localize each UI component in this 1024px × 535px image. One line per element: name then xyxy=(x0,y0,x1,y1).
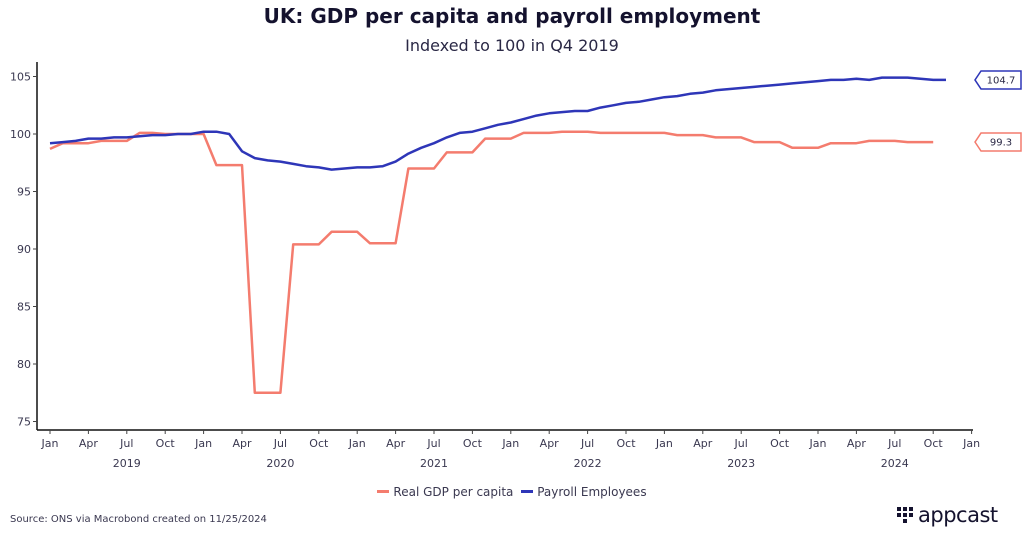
y-tick-label: 90 xyxy=(17,243,31,256)
x-tick-label: Oct xyxy=(309,437,329,450)
line-chart: 75 80 85 90 95 100 105 Jan Apr Jul Oct Jan Apr Jul Oct… xyxy=(10,62,1022,471)
x-tick-label: Oct xyxy=(924,437,944,450)
year-label: 2024 xyxy=(881,457,909,470)
x-tick-label: Jul xyxy=(119,437,133,450)
year-label: 2023 xyxy=(727,457,755,470)
x-tick-label: Apr xyxy=(847,437,867,450)
x-tick-label: Apr xyxy=(386,437,406,450)
series-line-payroll xyxy=(49,76,946,171)
source-note: Source: ONS via Macrobond created on 11/… xyxy=(10,514,267,525)
legend-item-gdp: Real GDP per capita xyxy=(377,485,513,499)
axes xyxy=(33,62,973,434)
x-tick-label: Jul xyxy=(887,437,901,450)
end-tag-box xyxy=(974,70,1022,90)
x-tick-label: Jan xyxy=(501,437,519,450)
x-tick-label: Jul xyxy=(734,437,748,450)
x-tick-label: Jan xyxy=(655,437,673,450)
x-tick-label: Oct xyxy=(156,437,176,450)
x-tick-label: Apr xyxy=(232,437,252,450)
end-tag-label: 104.7 xyxy=(987,75,1016,86)
x-tick-label: Jul xyxy=(426,437,440,450)
legend-item-payroll: Payroll Employees xyxy=(521,484,647,499)
appcast-logo: appcast xyxy=(897,503,998,527)
year-label: 2022 xyxy=(574,457,602,470)
chart-subtitle: Indexed to 100 in Q4 2019 xyxy=(405,36,619,55)
x-tick-label: Oct xyxy=(616,437,636,450)
end-tag-box xyxy=(974,132,1022,152)
legend-label-gdp: Real GDP per capita xyxy=(393,484,514,499)
series-lines xyxy=(49,76,946,395)
y-tick-label: 95 xyxy=(17,186,31,199)
x-tick-label: Apr xyxy=(79,437,99,450)
chart-title: UK: GDP per capita and payroll employmen… xyxy=(263,4,761,28)
x-tick-label: Jan xyxy=(809,437,827,450)
x-tick-label: Jan xyxy=(41,437,59,450)
x-tick-label: Apr xyxy=(540,437,560,450)
x-tick-label: Oct xyxy=(463,437,483,450)
y-tick-label: 100 xyxy=(10,128,31,141)
year-label: 2020 xyxy=(266,457,294,470)
x-tick-label: Apr xyxy=(693,437,713,450)
tick-labels: 75 80 85 90 95 100 105 Jan Apr Jul Oct Jan Apr Jul Oct… xyxy=(10,71,980,471)
x-tick-label: Oct xyxy=(770,437,790,450)
legend-label-payroll: Payroll Employees xyxy=(537,484,647,499)
brand-name: appcast xyxy=(918,503,998,527)
year-label: 2021 xyxy=(420,457,448,470)
x-tick-label: Jul xyxy=(580,437,594,450)
x-tick-label: Jan xyxy=(348,437,366,450)
x-tick-label: Jan xyxy=(194,437,212,450)
end-value-tags: 99.3 104.7 xyxy=(974,70,1022,152)
legend: Real GDP per capita Payroll Employees xyxy=(0,482,1024,499)
legend-swatch-payroll xyxy=(521,490,534,493)
end-tag-label: 99.3 xyxy=(990,138,1012,149)
y-tick-label: 105 xyxy=(10,71,31,84)
y-tick-label: 85 xyxy=(17,301,31,314)
y-tick-label: 80 xyxy=(17,358,31,371)
x-tick-label: Jul xyxy=(273,437,287,450)
series-line-gdp xyxy=(49,130,934,395)
year-label: 2019 xyxy=(113,457,141,470)
appcast-logo-icon xyxy=(897,507,913,523)
y-tick-label: 75 xyxy=(17,416,31,429)
x-tick-label: Jan xyxy=(962,437,980,450)
legend-swatch-gdp xyxy=(377,490,390,493)
